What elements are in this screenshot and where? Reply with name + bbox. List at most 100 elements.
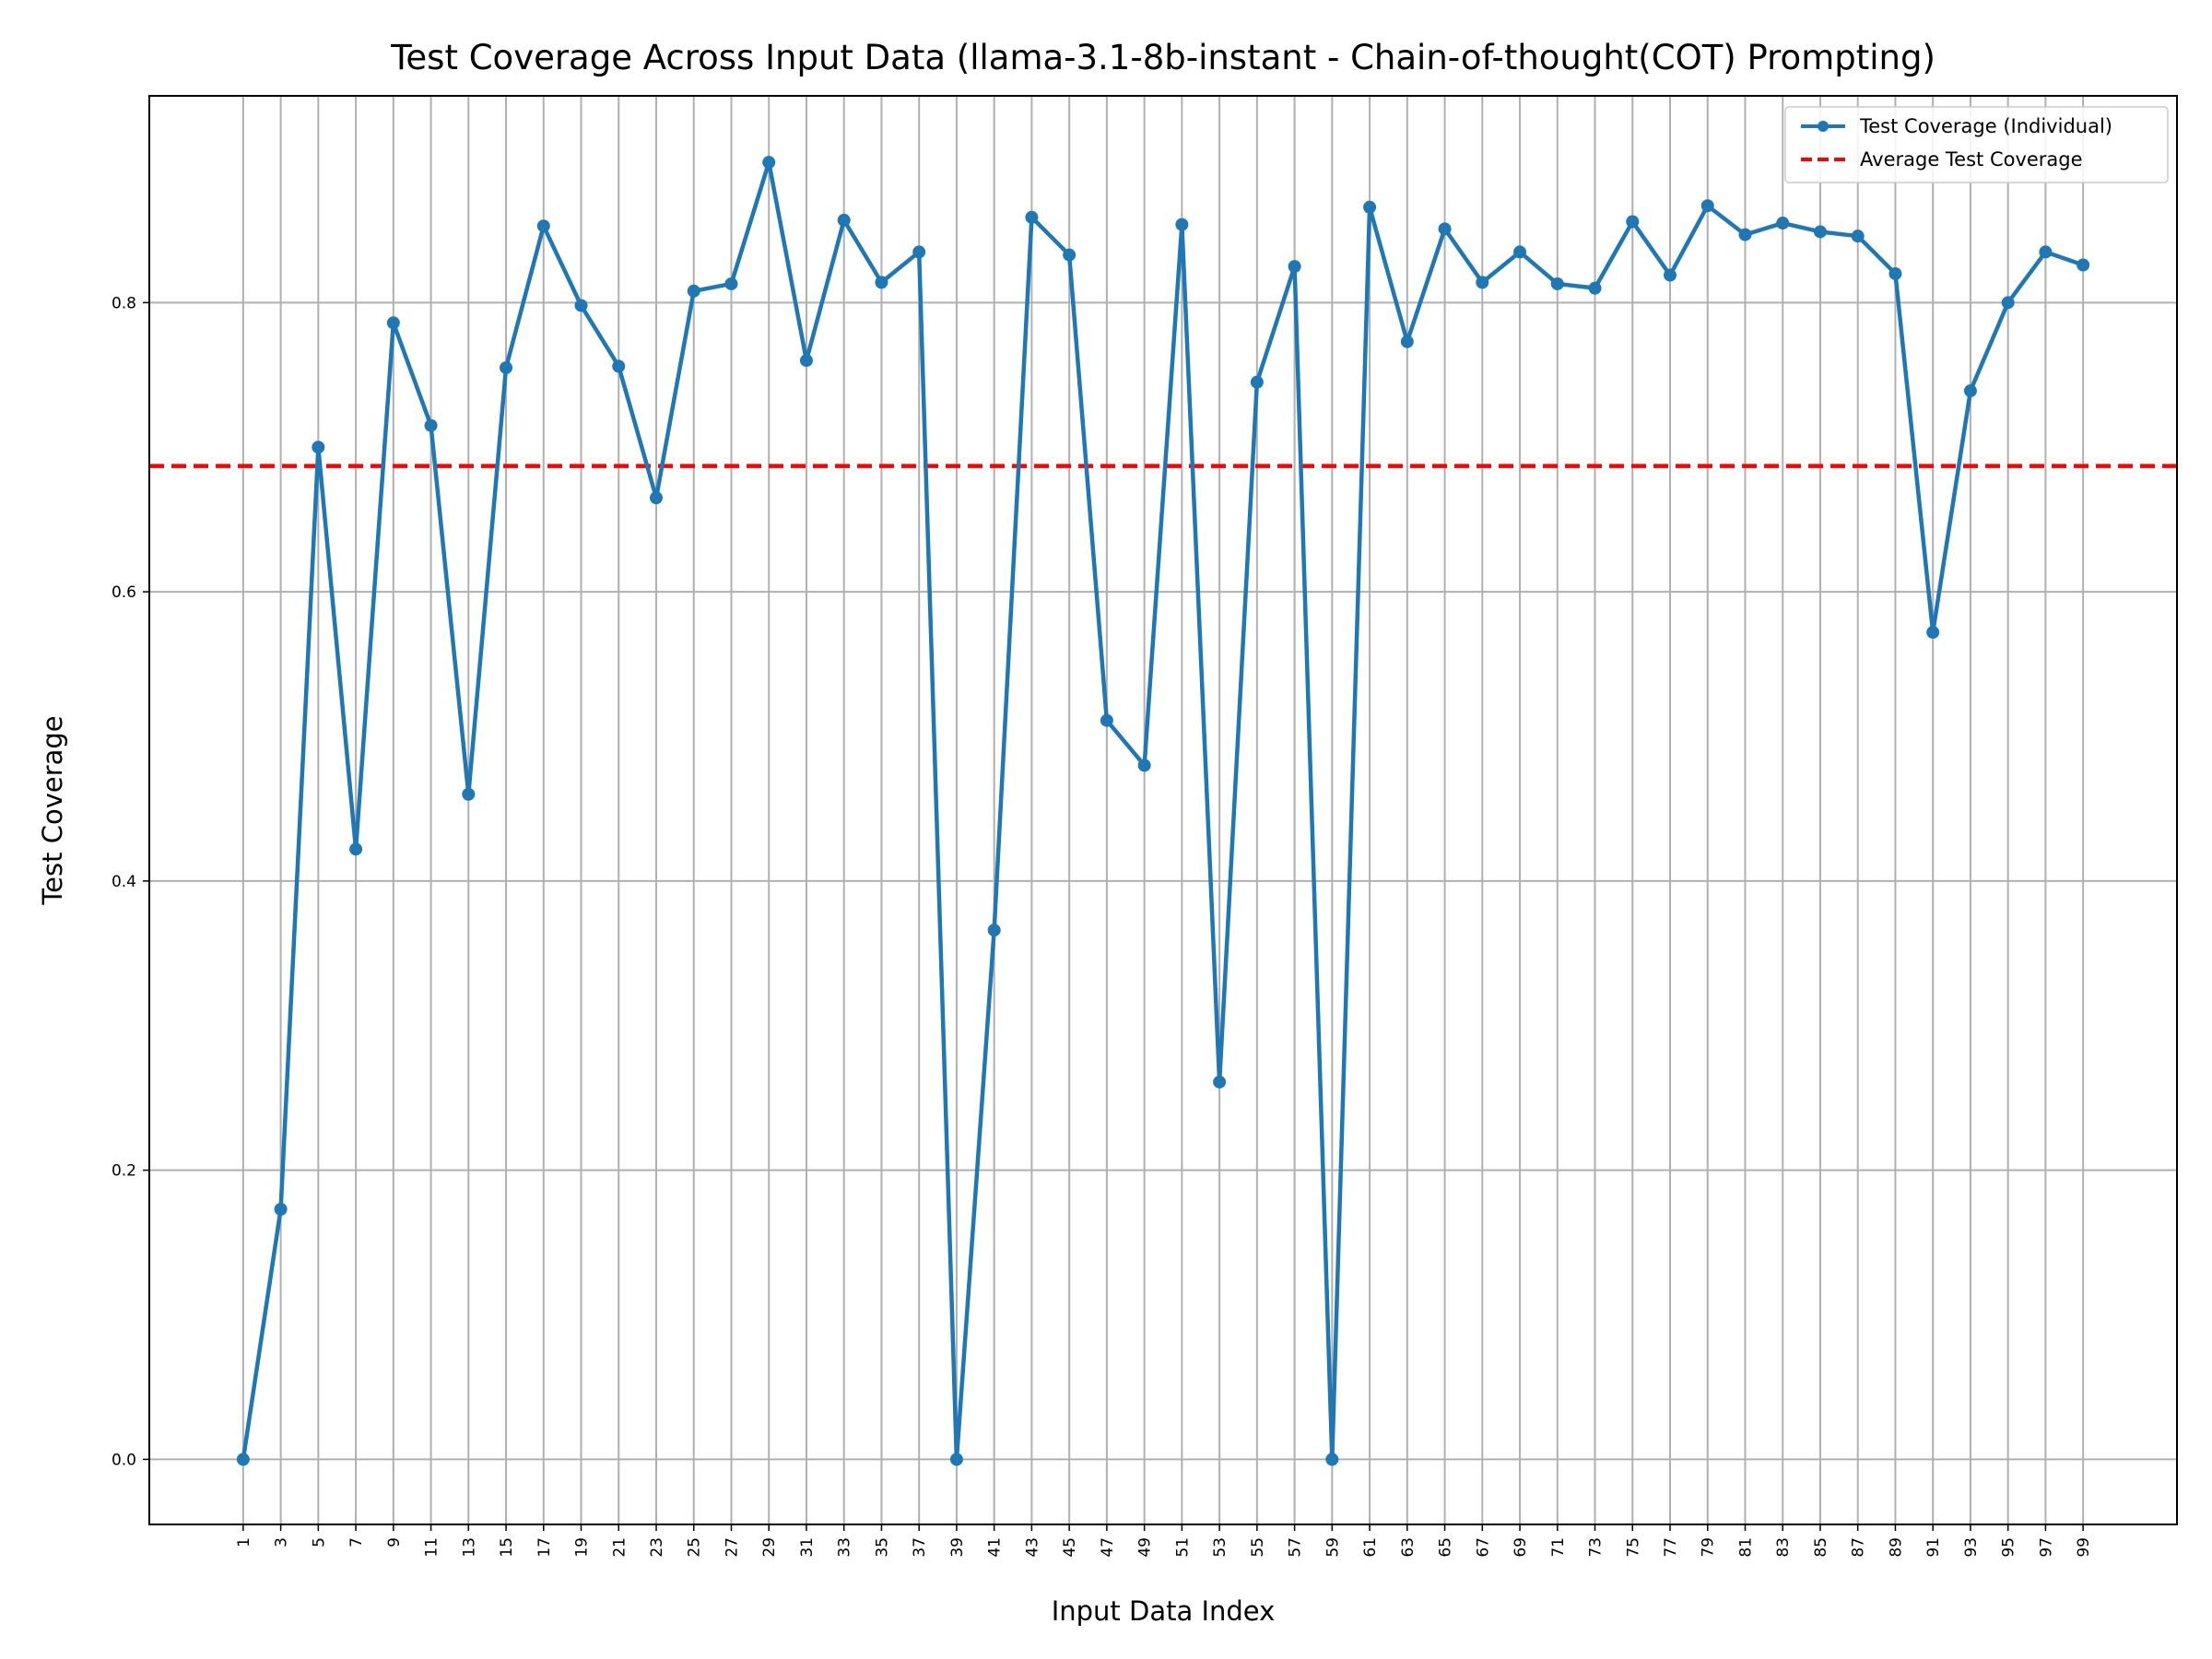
data-point — [2039, 245, 2053, 259]
data-point — [1963, 384, 1977, 398]
data-point — [799, 354, 813, 368]
x-tick-label: 31 — [798, 1537, 817, 1558]
series-line-individual — [241, 159, 2084, 1462]
x-tick-label: 87 — [1850, 1537, 1868, 1558]
data-point — [1888, 266, 1902, 280]
x-tick-label: 35 — [873, 1537, 891, 1558]
x-axis-label: Input Data Index — [1052, 1595, 1276, 1627]
data-point — [1588, 281, 1602, 295]
data-point — [2001, 296, 2015, 310]
data-point — [1664, 268, 1677, 282]
y-axis-label: Test Coverage — [37, 715, 68, 905]
data-point — [1476, 276, 1489, 289]
y-tick-label: 0.8 — [112, 294, 136, 312]
data-point — [987, 924, 1001, 937]
legend-label-average: Average Test Coverage — [1860, 148, 2083, 171]
data-point — [349, 842, 363, 856]
x-tick-label: 63 — [1399, 1537, 1418, 1558]
data-point — [762, 156, 776, 170]
x-tick-label: 61 — [1361, 1537, 1380, 1558]
x-tick-label: 43 — [1023, 1537, 1041, 1558]
data-point — [236, 1453, 250, 1466]
data-point — [1288, 260, 1301, 274]
data-point — [1325, 1453, 1339, 1466]
x-tick-label: 39 — [948, 1537, 967, 1558]
data-point — [1513, 245, 1527, 259]
data-point — [312, 441, 325, 454]
x-tick-label: 1 — [235, 1537, 253, 1547]
chart-title: Test Coverage Across Input Data (llama-3… — [390, 38, 1936, 77]
data-point — [1213, 1075, 1227, 1088]
data-point — [1851, 229, 1865, 243]
legend-marker-individual — [1818, 121, 1829, 132]
x-tick-label: 55 — [1249, 1537, 1267, 1558]
legend: Test Coverage (Individual) Average Test … — [1784, 106, 2169, 183]
data-point — [500, 360, 513, 374]
data-point — [650, 491, 663, 505]
data-point — [1025, 210, 1039, 224]
x-tick-label: 59 — [1324, 1537, 1342, 1558]
x-tick-label: 97 — [2037, 1537, 2055, 1558]
x-tick-label: 13 — [460, 1537, 478, 1558]
x-tick-label: 69 — [1512, 1537, 1530, 1558]
data-point — [1400, 335, 1414, 348]
data-point — [1063, 248, 1077, 262]
x-tick-label: 57 — [1287, 1537, 1305, 1558]
x-tick-label: 91 — [1924, 1537, 1943, 1558]
x-tick-label: 25 — [686, 1537, 704, 1558]
data-point — [1175, 218, 1189, 231]
x-tick-label: 73 — [1587, 1537, 1606, 1558]
data-point — [1250, 375, 1264, 389]
data-point — [1813, 225, 1827, 239]
y-tick-label: 0.4 — [112, 873, 136, 891]
x-tick-label: 75 — [1624, 1537, 1642, 1558]
data-point — [687, 284, 700, 298]
x-tick-label: 29 — [760, 1537, 779, 1558]
x-tick-label: 19 — [573, 1537, 592, 1558]
data-point — [1700, 199, 1714, 213]
data-point — [1363, 200, 1377, 214]
plot-frame — [148, 95, 2178, 1525]
data-point — [724, 276, 738, 290]
data-point — [1738, 228, 1752, 241]
data-point — [1137, 759, 1151, 772]
x-tick-label: 71 — [1549, 1537, 1568, 1558]
x-tick-label: 37 — [911, 1537, 929, 1558]
x-tick-label: 41 — [986, 1537, 1005, 1558]
x-tick-label: 9 — [385, 1537, 404, 1547]
x-tick-label: 11 — [423, 1537, 441, 1558]
data-point — [424, 418, 438, 432]
data-point — [875, 276, 888, 289]
x-tick-label: 83 — [1774, 1537, 1793, 1558]
series-layer — [236, 156, 2090, 1466]
data-point — [1100, 713, 1113, 727]
axis-ticks: 1 3 5 7 9 11 13 15 17 19 21 23 25 27 29 31 33 35 37 39 41 43 4… — [112, 294, 2093, 1557]
x-tick-label: 89 — [1887, 1537, 1905, 1558]
x-tick-label: 33 — [836, 1537, 854, 1558]
x-tick-label: 45 — [1061, 1537, 1079, 1558]
x-tick-label: 85 — [1812, 1537, 1830, 1558]
x-tick-label: 49 — [1136, 1537, 1155, 1558]
x-tick-label: 23 — [648, 1537, 666, 1558]
x-tick-label: 95 — [2000, 1537, 2018, 1558]
data-point — [274, 1202, 288, 1216]
data-point — [1550, 276, 1564, 290]
data-point — [1926, 626, 1940, 640]
data-point — [1626, 215, 1640, 229]
x-tick-label: 7 — [347, 1537, 366, 1547]
x-tick-label: 93 — [1962, 1537, 1981, 1558]
x-tick-label: 53 — [1211, 1537, 1230, 1558]
x-tick-label: 51 — [1173, 1537, 1192, 1558]
data-point — [1776, 217, 1790, 230]
legend-box — [1784, 106, 2169, 183]
x-tick-label: 21 — [610, 1537, 629, 1558]
x-tick-label: 17 — [535, 1537, 554, 1558]
data-point — [574, 299, 588, 312]
legend-label-individual: Test Coverage (Individual) — [1859, 115, 2112, 137]
data-point — [536, 219, 550, 233]
data-point — [2077, 258, 2090, 272]
data-point — [612, 359, 626, 373]
data-point — [837, 213, 851, 227]
y-tick-label: 0.6 — [112, 583, 136, 602]
x-tick-label: 15 — [498, 1537, 516, 1558]
